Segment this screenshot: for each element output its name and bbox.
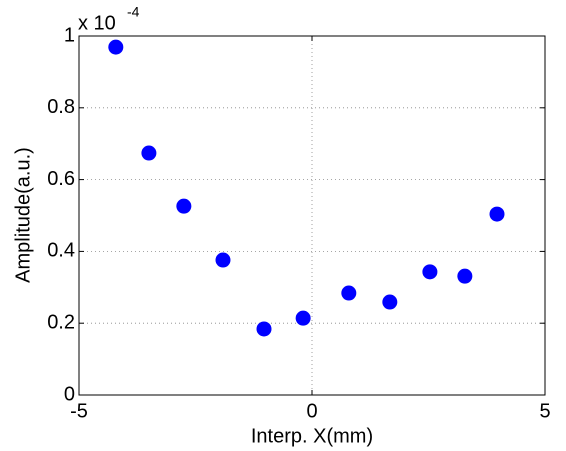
point [295,310,311,326]
point [176,198,192,214]
x-tick-label: 0 [306,400,317,422]
point [108,39,124,55]
point [382,294,398,310]
y-tick-label: 1 [64,24,75,46]
point [457,268,473,284]
y-multiplier-exponent: -4 [127,4,140,20]
point [489,206,505,222]
y-multiplier-base: x 10 [78,12,116,34]
plot-area [79,36,545,395]
point [215,252,231,268]
y-axis-label: Amplitude(a.u.) [12,147,34,283]
y-tick-label: 0.4 [47,240,75,262]
point [141,145,157,161]
point [422,264,438,280]
y-tick-label: 0.6 [47,168,75,190]
point [256,321,272,337]
x-tick-label: 5 [539,400,550,422]
x-tick-label: -5 [70,400,88,422]
y-tick-label: 0.2 [47,311,75,333]
x-axis-label: Interp. X(mm) [251,425,373,447]
y-tick-label: 0 [64,383,75,405]
y-tick-label: 0.8 [47,96,75,118]
axes-box [78,35,546,396]
point [341,285,357,301]
